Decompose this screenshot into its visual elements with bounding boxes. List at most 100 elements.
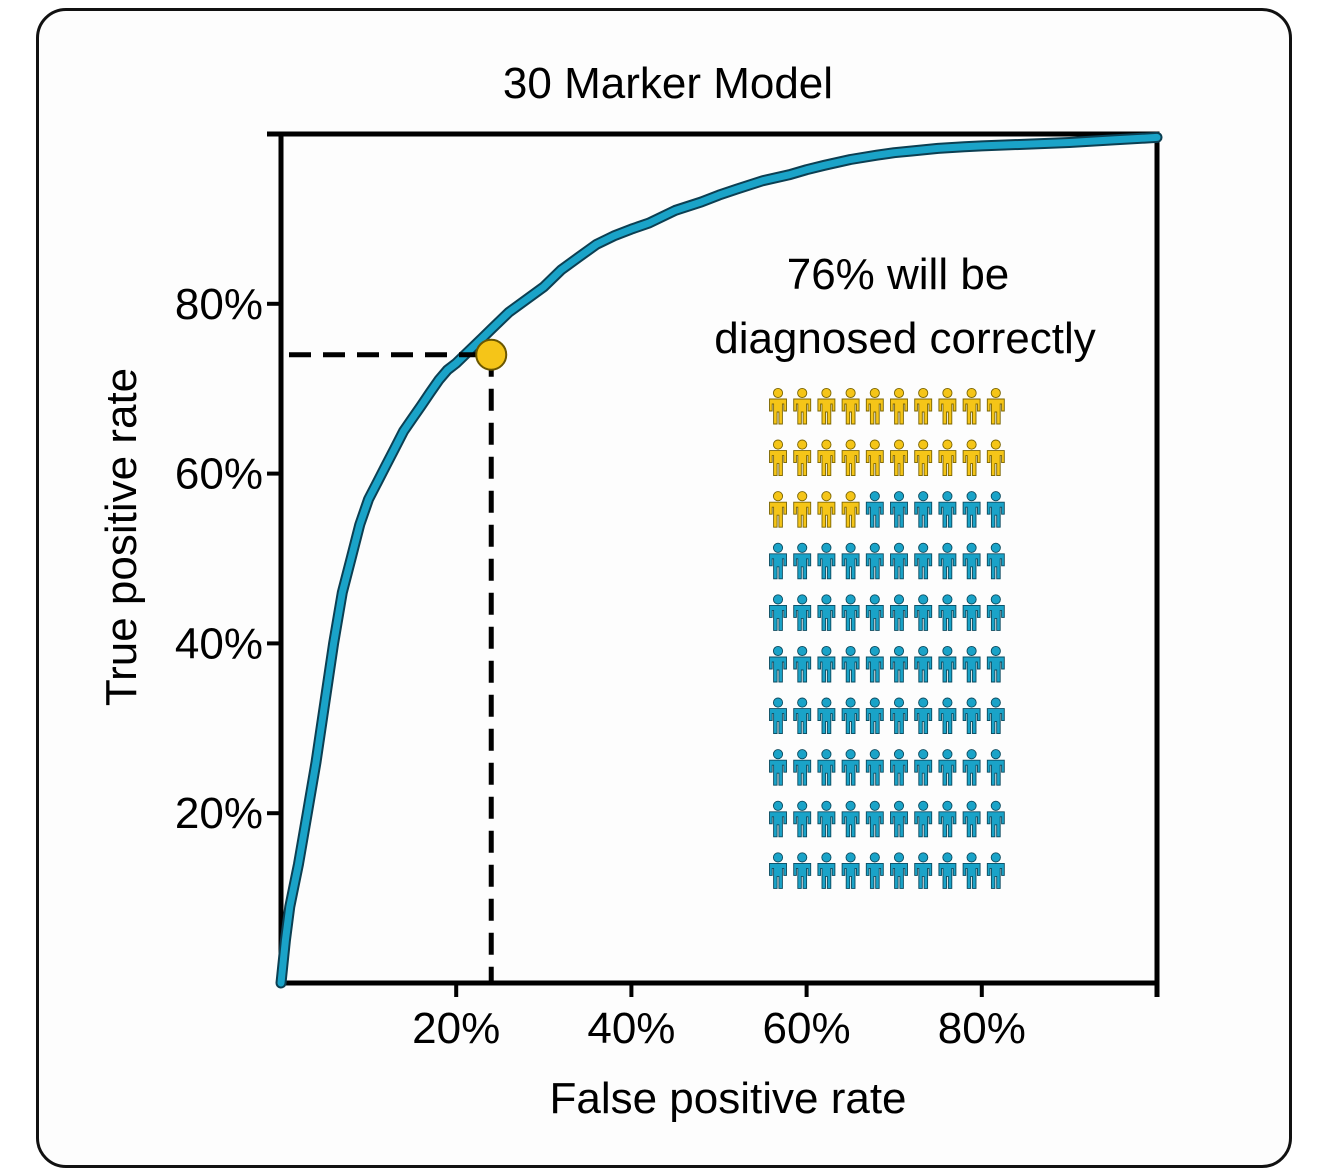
person-icon [914, 697, 933, 735]
person-icon-highlighted [841, 491, 860, 528]
person-icon [962, 697, 981, 735]
person-icon [914, 645, 933, 683]
person-icon [914, 852, 933, 889]
person-icon [817, 645, 836, 683]
person-icon-highlighted [938, 439, 957, 477]
y-tick-label: 60% [175, 450, 263, 499]
person-icon [962, 852, 981, 889]
person-icon-highlighted [890, 387, 908, 425]
person-icon [914, 491, 933, 528]
y-tick-label: 80% [175, 280, 263, 329]
person-icon [938, 491, 957, 528]
x-tick-label: 80% [938, 1004, 1026, 1053]
person-icon-highlighted [841, 387, 860, 425]
roc-curve [277, 133, 1161, 987]
person-icon [938, 542, 957, 580]
person-icon [865, 491, 884, 528]
person-icon [769, 645, 787, 683]
person-icon [986, 852, 1005, 889]
person-icon [865, 800, 884, 838]
people-icon-grid [769, 387, 1005, 889]
person-icon [986, 749, 1005, 786]
person-icon [962, 645, 981, 683]
person-icon [962, 542, 981, 580]
person-icon-highlighted [986, 439, 1005, 477]
person-icon [986, 697, 1005, 735]
person-icon-highlighted [817, 387, 836, 425]
person-icon [817, 852, 836, 889]
person-icon [890, 594, 908, 631]
annotation-line-2: diagnosed correctly [714, 314, 1096, 363]
person-icon [938, 852, 957, 889]
person-icon [865, 697, 884, 735]
person-icon [769, 542, 787, 580]
person-icon-highlighted [769, 387, 787, 425]
chart-title: 30 Marker Model [503, 59, 833, 108]
person-icon [962, 491, 981, 528]
person-icon-highlighted [986, 387, 1005, 425]
x-axis-label: False positive rate [549, 1074, 906, 1123]
person-icon [769, 800, 787, 838]
person-icon [986, 542, 1005, 580]
person-icon-highlighted [817, 491, 836, 528]
y-tick-label: 40% [175, 619, 263, 668]
person-icon [962, 594, 981, 631]
person-icon [769, 749, 787, 786]
person-icon [841, 542, 860, 580]
person-icon [769, 697, 787, 735]
person-icon-highlighted [769, 491, 787, 528]
y-axis-label: True positive rate [97, 368, 146, 706]
person-icon [938, 749, 957, 786]
person-icon-highlighted [962, 387, 981, 425]
person-icon [793, 749, 812, 786]
person-icon [841, 645, 860, 683]
person-icon [793, 800, 812, 838]
operating-point-marker [475, 338, 508, 371]
person-icon [817, 594, 836, 631]
person-icon [865, 594, 884, 631]
person-icon-highlighted [865, 387, 884, 425]
person-icon [986, 491, 1005, 528]
person-icon [914, 749, 933, 786]
x-tick-label: 60% [763, 1004, 851, 1053]
person-icon [865, 542, 884, 580]
person-icon [890, 697, 908, 735]
person-icon [841, 800, 860, 838]
person-icon [962, 800, 981, 838]
person-icon [986, 645, 1005, 683]
person-icon-highlighted [769, 439, 787, 477]
person-icon [841, 697, 860, 735]
roc-curve-outline [275, 131, 1163, 989]
person-icon-highlighted [817, 439, 836, 477]
person-icon [793, 645, 812, 683]
person-icon [938, 645, 957, 683]
y-tick-label: 20% [175, 789, 263, 838]
person-icon [865, 645, 884, 683]
person-icon [890, 491, 908, 528]
person-icon [914, 594, 933, 631]
person-icon [962, 749, 981, 786]
person-icon [793, 852, 812, 889]
person-icon [769, 594, 787, 631]
person-icon-highlighted [914, 439, 933, 477]
person-icon [890, 645, 908, 683]
person-icon-highlighted [938, 387, 957, 425]
plot-area: 20% 40% 60% 80% 20% 40% 60% 80% [175, 131, 1163, 1053]
person-icon-highlighted [914, 387, 933, 425]
person-icon [865, 852, 884, 889]
person-icon [817, 542, 836, 580]
person-icon [817, 749, 836, 786]
person-icon [914, 542, 933, 580]
person-icon [938, 594, 957, 631]
person-icon [793, 594, 812, 631]
person-icon-highlighted [890, 439, 908, 477]
person-icon-highlighted [865, 439, 884, 477]
annotation-line-1: 76% will be [787, 250, 1010, 299]
x-tick-label: 20% [412, 1004, 500, 1053]
plot-frame [278, 131, 1160, 986]
person-icon [986, 594, 1005, 631]
person-icon-highlighted [962, 439, 981, 477]
person-icon-highlighted [793, 491, 812, 528]
chart-panel [36, 8, 1292, 1168]
